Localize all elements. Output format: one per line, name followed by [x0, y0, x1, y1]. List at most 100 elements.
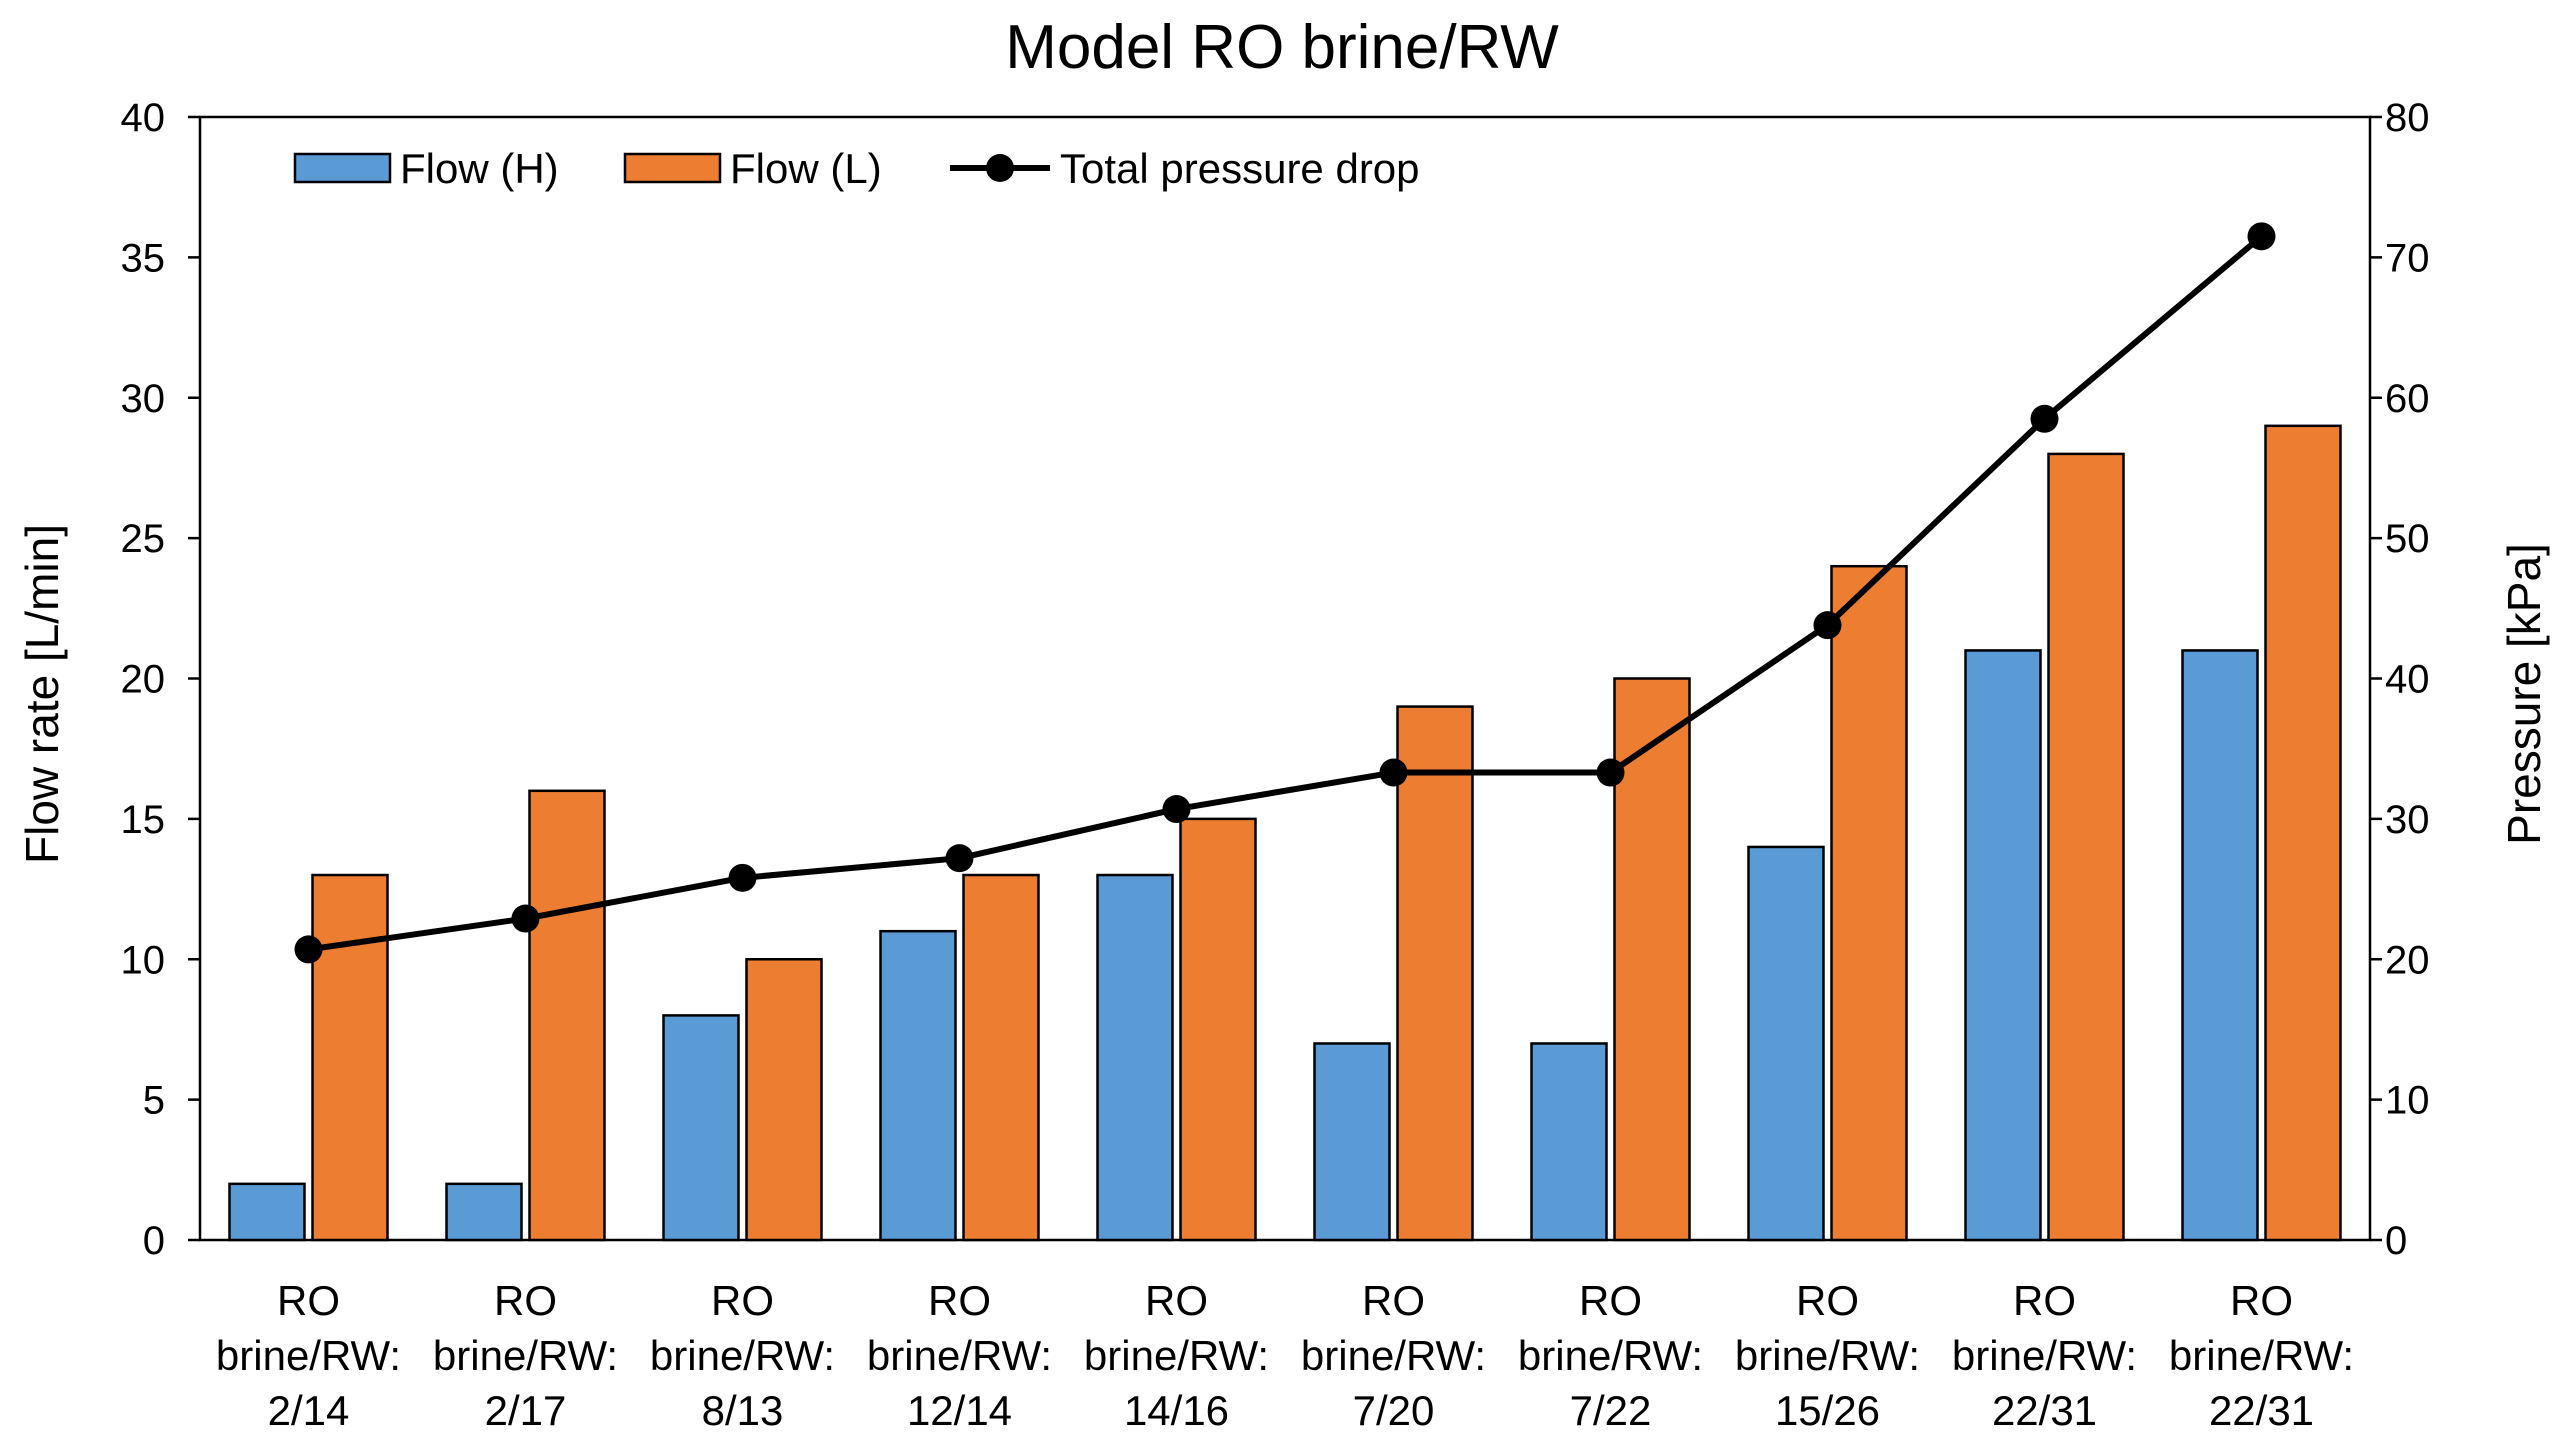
x-tick-label-3: RO brine/RW: 12/14: [867, 1277, 1052, 1434]
bar-flow-l-2: [745, 958, 823, 1242]
point-total-pressure-drop-7: [1813, 611, 1842, 640]
x-tick-label-9: RO brine/RW: 22/31: [2169, 1277, 2354, 1434]
bar-flow-h-3: [879, 929, 957, 1242]
x-tick-label-4-line-0: RO: [1145, 1277, 1208, 1324]
bars-layer: [228, 424, 2342, 1242]
point-total-pressure-drop-5: [1379, 758, 1408, 787]
bar-flow-l-7: [1830, 564, 1908, 1242]
legend-label-flow-h: Flow (H): [400, 145, 559, 192]
x-tick-label-5-line-1: brine/RW:: [1301, 1332, 1486, 1379]
y2-tick-label-6: 60: [2385, 377, 2430, 421]
plot-area-frame: [198, 115, 2372, 1242]
y-tick-label-4: 20: [121, 658, 166, 702]
y2-tick-label-2: 20: [2385, 938, 2430, 982]
y-tick-label-5: 25: [121, 517, 166, 561]
x-tick-label-8: RO brine/RW: 22/31: [1952, 1277, 2137, 1434]
bar-flow-h-2: [662, 1014, 740, 1242]
bar-flow-h-7: [1747, 845, 1825, 1242]
point-total-pressure-drop-3: [945, 844, 974, 873]
x-tick-label-5-line-2: 7/20: [1353, 1387, 1435, 1434]
x-tick-label-1-line-0: RO: [494, 1277, 557, 1324]
bar-flow-h-8: [1964, 649, 2042, 1242]
x-tick-label-3-line-2: 12/14: [907, 1387, 1012, 1434]
x-tick-label-7-line-1: brine/RW:: [1735, 1332, 1920, 1379]
x-tick-label-7-line-0: RO: [1796, 1277, 1859, 1324]
x-tick-label-8-line-1: brine/RW:: [1952, 1332, 2137, 1379]
x-tick-label-5-line-0: RO: [1362, 1277, 1425, 1324]
y-tick-label-6: 30: [121, 377, 166, 421]
point-total-pressure-drop-0: [294, 935, 323, 964]
x-tick-label-9-line-2: 22/31: [2209, 1387, 2314, 1434]
x-tick-label-4-line-2: 14/16: [1124, 1387, 1229, 1434]
y2-tick-label-0: 0: [2385, 1219, 2407, 1263]
bar-flow-l-8: [2047, 452, 2125, 1242]
line-total-pressure-drop: [308, 234, 2264, 953]
x-tick-label-6: RO brine/RW: 7/22: [1518, 1277, 1703, 1434]
y-tick-label-2: 10: [121, 938, 166, 982]
y2-tick-label-8: 80: [2385, 96, 2430, 140]
x-tick-label-5: RO brine/RW: 7/20: [1301, 1277, 1486, 1434]
y2-tick-label-7: 70: [2385, 236, 2430, 280]
x-tick-label-7-line-2: 15/26: [1775, 1387, 1880, 1434]
legend-swatch-total-pressure-drop-marker: [986, 154, 1014, 182]
x-tick-label-0: RO brine/RW: 2/14: [216, 1277, 401, 1434]
x-tick-label-1: RO brine/RW: 2/17: [433, 1277, 618, 1434]
y-tick-label-7: 35: [121, 236, 166, 280]
x-tick-label-6-line-2: 7/22: [1570, 1387, 1652, 1434]
y2-axis-label: Pressure [kPa]: [2498, 543, 2550, 845]
bar-flow-l-9: [2264, 424, 2342, 1242]
legend-swatch-flow-l: [623, 152, 722, 184]
point-total-pressure-drop-2: [728, 863, 757, 892]
point-total-pressure-drop-8: [2030, 404, 2059, 433]
x-tick-label-2-line-1: brine/RW:: [650, 1332, 835, 1379]
axes-layer: 0 5 10 15 20 25 30 35 40 0 10 20 30 40 50 60 70 80 RO brine…: [121, 96, 2430, 1434]
bar-flow-l-4: [1179, 817, 1257, 1242]
y-axis-label: Flow rate [L/min]: [16, 524, 68, 864]
point-total-pressure-drop-6: [1596, 758, 1625, 787]
x-tick-label-2-line-0: RO: [711, 1277, 774, 1324]
bar-flow-h-6: [1530, 1042, 1608, 1242]
x-tick-label-3-line-0: RO: [928, 1277, 991, 1324]
line-layer: [294, 222, 2276, 964]
bar-flow-h-5: [1313, 1042, 1391, 1242]
bar-flow-l-0: [311, 873, 389, 1242]
x-tick-label-6-line-0: RO: [1579, 1277, 1642, 1324]
bar-flow-h-4: [1096, 873, 1174, 1242]
y-tick-label-0: 0: [143, 1219, 165, 1263]
x-tick-label-2-line-2: 8/13: [702, 1387, 784, 1434]
x-tick-label-3-line-1: brine/RW:: [867, 1332, 1052, 1379]
x-tick-label-0-line-1: brine/RW:: [216, 1332, 401, 1379]
chart-title: Model RO brine/RW: [1005, 13, 1559, 82]
x-tick-label-4-line-1: brine/RW:: [1084, 1332, 1269, 1379]
x-tick-label-2: RO brine/RW: 8/13: [650, 1277, 835, 1434]
x-tick-label-7: RO brine/RW: 15/26: [1735, 1277, 1920, 1434]
legend-label-total-pressure-drop: Total pressure drop: [1060, 145, 1420, 192]
point-total-pressure-drop-9: [2247, 222, 2276, 251]
x-tick-label-8-line-2: 22/31: [1992, 1387, 2097, 1434]
point-total-pressure-drop-4: [1162, 795, 1191, 824]
x-tick-label-4: RO brine/RW: 14/16: [1084, 1277, 1269, 1434]
y2-tick-label-1: 10: [2385, 1079, 2430, 1123]
x-tick-label-9-line-0: RO: [2230, 1277, 2293, 1324]
point-total-pressure-drop-1: [511, 904, 540, 933]
y2-tick-label-5: 50: [2385, 517, 2430, 561]
y-tick-label-8: 40: [121, 96, 166, 140]
x-tick-label-1-line-1: brine/RW:: [433, 1332, 618, 1379]
bar-flow-l-1: [528, 789, 606, 1242]
x-tick-label-0-line-0: RO: [277, 1277, 340, 1324]
y2-tick-label-3: 30: [2385, 798, 2430, 842]
y-tick-label-3: 15: [121, 798, 166, 842]
bar-flow-l-6: [1613, 677, 1691, 1242]
legend-swatch-flow-h: [293, 152, 392, 184]
bar-flow-l-3: [962, 873, 1040, 1242]
x-tick-label-0-line-2: 2/14: [268, 1387, 350, 1434]
x-tick-label-9-line-1: brine/RW:: [2169, 1332, 2354, 1379]
x-tick-label-8-line-0: RO: [2013, 1277, 2076, 1324]
bar-flow-h-0: [228, 1182, 306, 1242]
legend-label-flow-l: Flow (L): [730, 145, 882, 192]
x-tick-label-1-line-2: 2/17: [485, 1387, 567, 1434]
x-tick-label-6-line-1: brine/RW:: [1518, 1332, 1703, 1379]
bar-flow-h-9: [2181, 649, 2259, 1242]
